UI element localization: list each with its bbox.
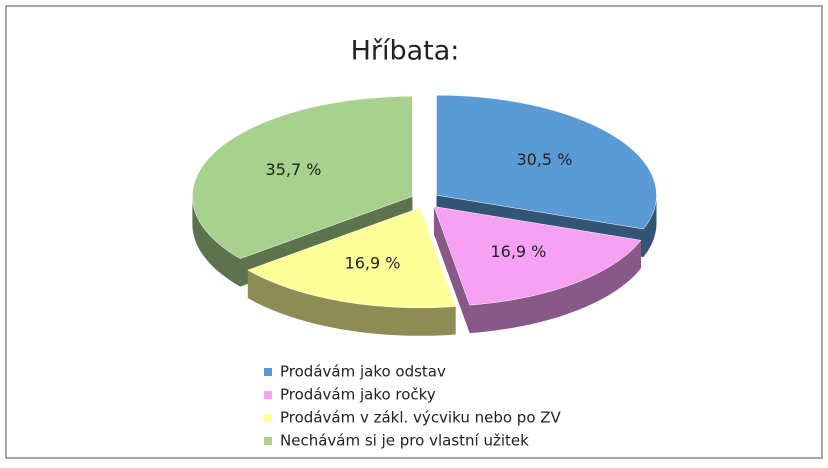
pie-slice xyxy=(247,207,457,309)
legend-swatch xyxy=(264,368,272,376)
data-label: 16,9 % xyxy=(345,253,401,272)
data-label: 35,7 % xyxy=(266,160,322,179)
legend-label: Nechávám si je pro vlastní užitek xyxy=(280,432,529,450)
pie-slice xyxy=(192,96,413,259)
pie-slice xyxy=(433,206,642,306)
legend-swatch xyxy=(264,391,272,399)
pie-slice xyxy=(436,94,657,230)
legend-swatch xyxy=(264,437,272,445)
chart-title: Hříbata: xyxy=(351,36,460,67)
legend-swatch xyxy=(264,414,272,422)
data-label: 16,9 % xyxy=(490,242,546,261)
legend-label: Prodávám jako odstav xyxy=(280,363,446,381)
legend-label: Prodávám jako ročky xyxy=(280,386,436,404)
legend-label: Prodávám v zákl. výcviku nebo po ZV xyxy=(280,409,562,427)
data-label: 30,5 % xyxy=(516,150,572,169)
